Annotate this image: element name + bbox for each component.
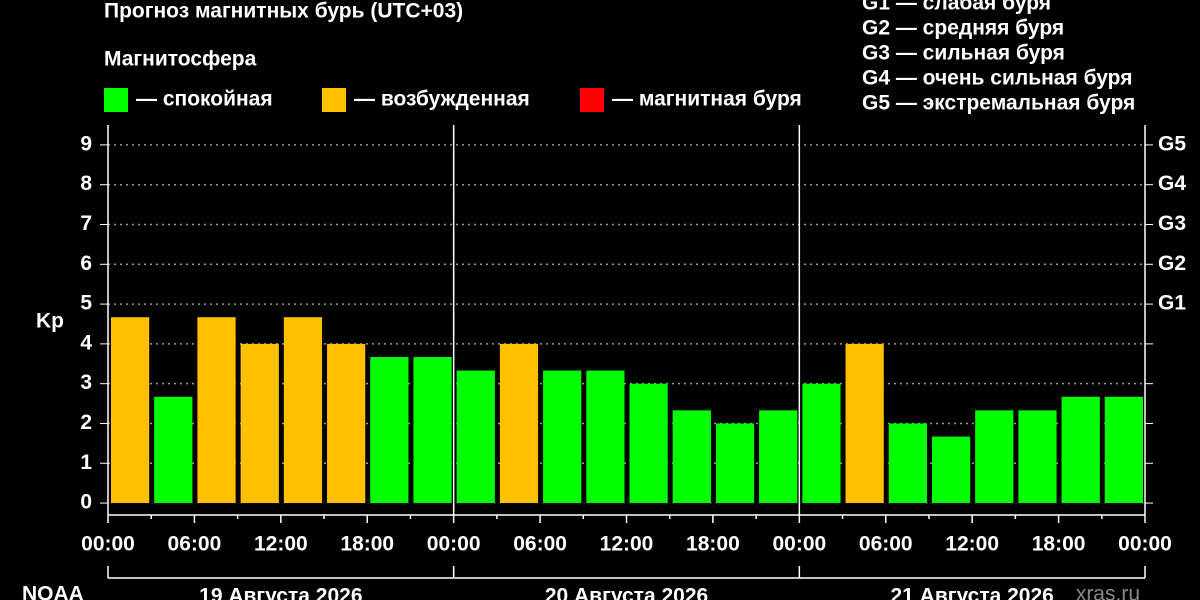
x-tick-label: 06:00 (859, 533, 913, 556)
storm-level: G4 — очень сильная буря (862, 67, 1132, 90)
legend-swatch (580, 88, 604, 112)
x-tick-label: 06:00 (513, 533, 567, 556)
site: xras.ru (1076, 583, 1140, 600)
y-tick-label: 0 (80, 491, 92, 514)
storm-level: G3 — сильная буря (862, 42, 1065, 65)
y2-tick-label: G4 (1158, 172, 1186, 195)
bar (931, 436, 971, 504)
legend-swatch (322, 88, 346, 112)
x-tick-label: 00:00 (772, 533, 826, 556)
bar (240, 343, 279, 504)
x-tick-label: 00:00 (427, 533, 481, 556)
y-tick-label: 3 (80, 371, 92, 394)
y-tick-label: 8 (80, 172, 92, 195)
bar (111, 317, 150, 504)
legend-swatch (104, 88, 128, 112)
bar (370, 357, 409, 504)
y2-tick-label: G3 (1158, 212, 1186, 235)
y-tick-label: 9 (80, 132, 92, 155)
bar (975, 410, 1014, 504)
bar (672, 410, 711, 504)
y2-tick-label: G2 (1158, 252, 1186, 275)
x-tick-label: 12:00 (254, 533, 308, 556)
x-tick-label: 18:00 (686, 533, 740, 556)
y-tick-label: 2 (80, 411, 92, 434)
x-tick-label: 12:00 (945, 533, 999, 556)
legend-label: — возбужденная (354, 88, 530, 111)
y2-tick-label: G5 (1158, 132, 1186, 155)
y-tick-label: 7 (80, 212, 92, 235)
y-tick-label: 4 (80, 331, 92, 354)
bar (759, 410, 798, 504)
y-tick-label: 1 (80, 451, 92, 474)
y-tick-label: 6 (80, 252, 92, 275)
source: NOAA (22, 583, 84, 600)
bar (283, 317, 323, 504)
bar (1018, 410, 1057, 504)
bar (327, 343, 366, 504)
bar (1104, 396, 1143, 504)
bar (456, 370, 495, 504)
x-tick-label: 00:00 (1118, 533, 1172, 556)
legend-label: — магнитная буря (612, 88, 802, 111)
y2-tick-label: G1 (1158, 292, 1186, 315)
y-axis-label: Kp (36, 310, 64, 333)
bar (197, 317, 236, 504)
storm-level: G5 — экстремальная буря (862, 92, 1135, 115)
storm-level: G2 — средняя буря (862, 17, 1064, 40)
bar (1061, 396, 1100, 504)
chart-title: Прогноз магнитных бурь (UTC+03) (104, 0, 463, 23)
bar (154, 396, 193, 504)
bar (499, 343, 539, 504)
bar (629, 383, 668, 504)
day-label: 19 Августа 2026 (199, 585, 362, 600)
bar (543, 370, 582, 504)
x-tick-label: 06:00 (168, 533, 222, 556)
bar (715, 423, 755, 504)
bar (802, 383, 841, 504)
x-tick-label: 00:00 (81, 533, 135, 556)
day-label: 21 Августа 2026 (890, 585, 1053, 600)
storm-level: G1 — слабая буря (862, 0, 1051, 15)
bar (586, 370, 625, 504)
day-label: 20 Августа 2026 (545, 585, 708, 600)
x-tick-label: 12:00 (600, 533, 654, 556)
bar (888, 423, 927, 504)
bar (413, 357, 452, 504)
x-tick-label: 18:00 (340, 533, 394, 556)
legend-label: — спокойная (136, 88, 273, 111)
y-tick-label: 5 (80, 292, 92, 315)
legend-title: Магнитосфера (104, 48, 257, 71)
x-tick-label: 18:00 (1032, 533, 1086, 556)
bar (845, 343, 884, 504)
